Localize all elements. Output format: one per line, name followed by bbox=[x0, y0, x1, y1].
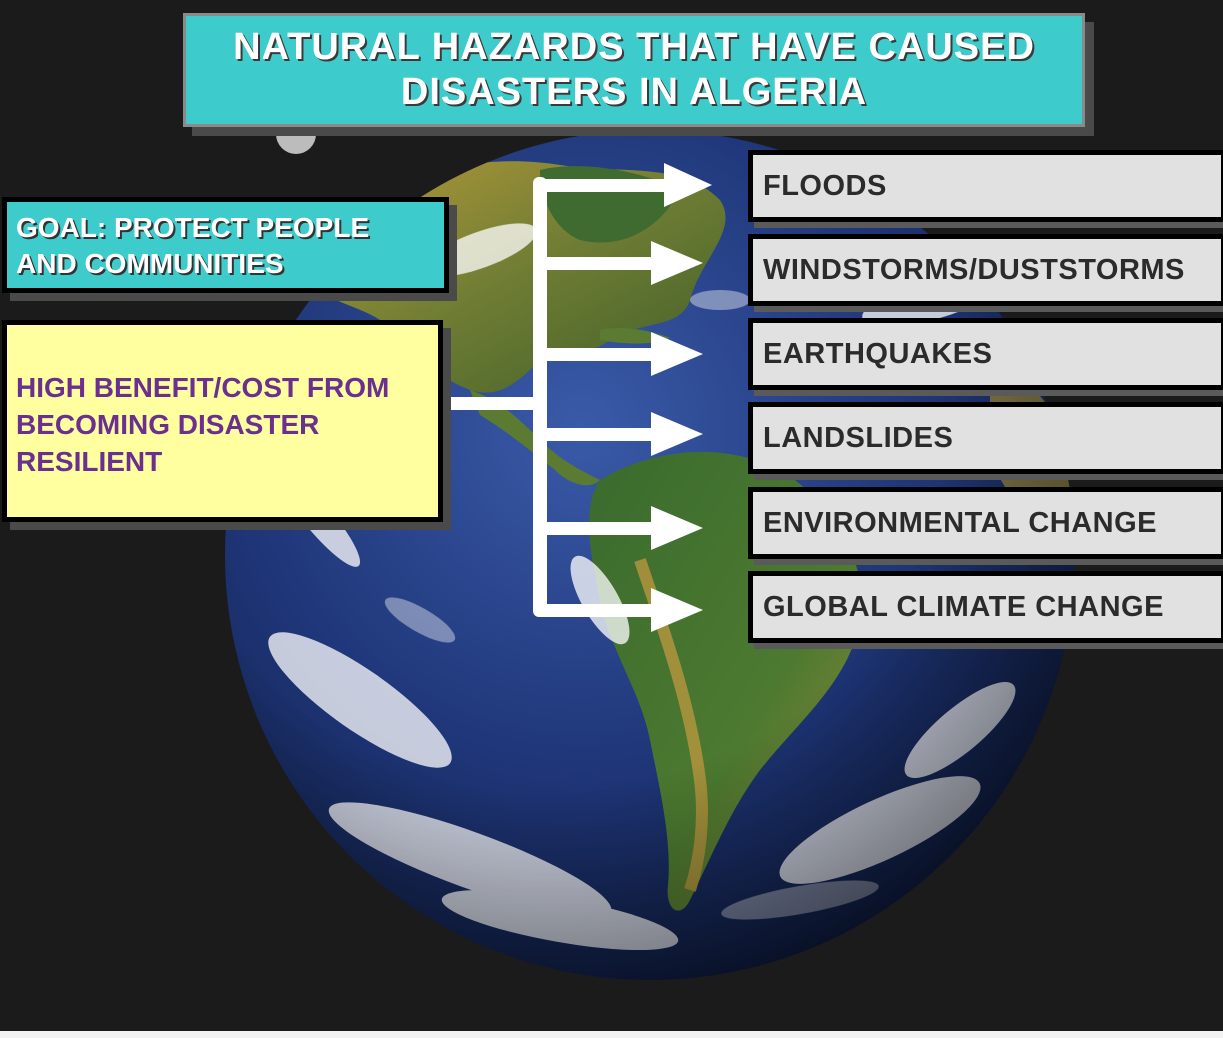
hazard-environmental-change: ENVIRONMENTAL CHANGE bbox=[748, 487, 1223, 559]
hazard-floods: FLOODS bbox=[748, 150, 1223, 222]
trunk-line bbox=[533, 177, 547, 617]
hazard-label: WINDSTORMS/DUSTSTORMS bbox=[763, 253, 1185, 286]
hazard-label: FLOODS bbox=[763, 169, 887, 202]
hazard-label: ENVIRONMENTAL CHANGE bbox=[763, 506, 1157, 539]
hazard-earthquakes: EARTHQUAKES bbox=[748, 318, 1223, 390]
goal-box: GOAL: PROTECT PEOPLE AND COMMUNITIES bbox=[2, 197, 449, 293]
title-line-2: DISASTERS IN ALGERIA bbox=[400, 71, 868, 113]
title-box: NATURAL HAZARDS THAT HAVE CAUSED DISASTE… bbox=[183, 13, 1085, 127]
hazard-global-climate-change: GLOBAL CLIMATE CHANGE bbox=[748, 571, 1223, 643]
hazard-label: LANDSLIDES bbox=[763, 421, 954, 454]
benefit-box: HIGH BENEFIT/COST FROM BECOMING DISASTER… bbox=[2, 320, 443, 522]
arrow-landslides bbox=[540, 412, 703, 456]
hazard-label: EARTHQUAKES bbox=[763, 337, 993, 370]
benefit-text: HIGH BENEFIT/COST FROM BECOMING DISASTER… bbox=[16, 372, 390, 477]
feed-line bbox=[450, 397, 542, 410]
page-title: NATURAL HAZARDS THAT HAVE CAUSED DISASTE… bbox=[233, 25, 1035, 115]
bottom-strip bbox=[0, 1031, 1223, 1038]
arrow-environmental bbox=[540, 506, 703, 550]
hazard-label: GLOBAL CLIMATE CHANGE bbox=[763, 590, 1164, 623]
hazard-landslides: LANDSLIDES bbox=[748, 402, 1223, 474]
arrow-global-climate bbox=[540, 588, 703, 632]
title-line-1: NATURAL HAZARDS THAT HAVE CAUSED bbox=[233, 26, 1035, 68]
arrow-earthquakes bbox=[540, 332, 703, 376]
goal-text: GOAL: PROTECT PEOPLE AND COMMUNITIES bbox=[16, 212, 370, 279]
arrow-floods bbox=[540, 163, 712, 207]
arrow-windstorms bbox=[540, 241, 703, 285]
hazard-windstorms-duststorms: WINDSTORMS/DUSTSTORMS bbox=[748, 234, 1223, 306]
